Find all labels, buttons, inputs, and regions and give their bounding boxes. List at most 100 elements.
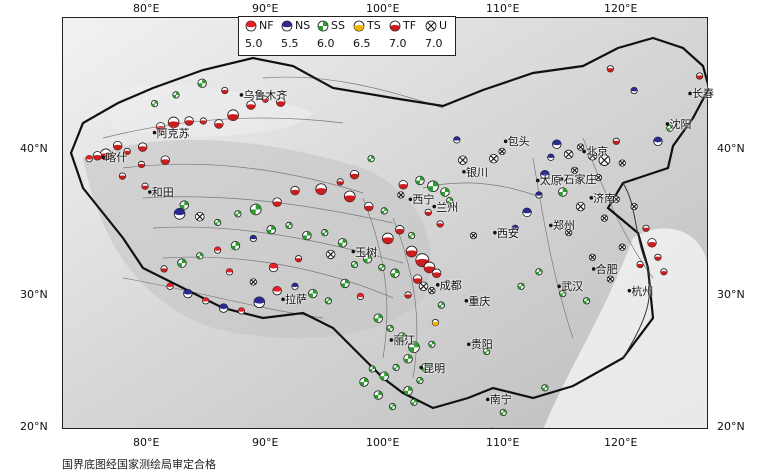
lat-tick-left: 40°N (20, 142, 48, 155)
legend-code-ss: SS (331, 19, 345, 32)
focal-mechanism-ss (234, 210, 242, 218)
city-dot (582, 149, 586, 154)
city-dot (485, 397, 490, 402)
focal-mechanism-ss (437, 301, 445, 309)
focal-mechanism-ss (285, 221, 293, 229)
focal-mechanism-ns (522, 207, 532, 218)
city-label: 乌鲁木齐 (243, 88, 288, 102)
legend-icon-ts (353, 20, 365, 32)
city-label: 包头 (507, 135, 530, 149)
legend-icon-tf (389, 20, 401, 32)
legend-magnitude-ts: 6.5 (353, 37, 371, 50)
focal-mechanism-ss (196, 252, 204, 260)
focal-mechanism-tf (412, 274, 423, 284)
lon-tick-top: 100°E (366, 2, 400, 15)
focal-mechanism-nf (225, 268, 234, 276)
city-dot (419, 365, 423, 370)
city-label: 拉萨 (285, 293, 308, 307)
focal-mechanism-u (606, 275, 614, 283)
focal-mechanism-tf (294, 255, 303, 263)
focal-mechanism-tf (137, 142, 148, 152)
lat-tick-right: 30°N (717, 288, 745, 301)
focal-mechanism-ss (379, 371, 389, 381)
city-label: 郑州 (552, 219, 575, 233)
focal-mechanism-ss (321, 229, 329, 237)
focal-mechanism-u (325, 249, 336, 260)
focal-mechanism-ss (150, 100, 159, 108)
focal-mechanism-tf (272, 197, 282, 207)
focal-mechanism-ss (378, 263, 386, 272)
focal-mechanism-ss (410, 398, 418, 406)
city-label: 合肥 (595, 262, 618, 276)
focal-mechanism-tf (155, 122, 166, 132)
focal-mechanism-ss (350, 260, 359, 269)
focal-mechanism-nf (166, 282, 174, 290)
city-label: 西宁 (412, 193, 435, 207)
lon-tick-bottom: 80°E (133, 436, 160, 449)
city-dot (665, 122, 670, 126)
focal-mechanism-ss (380, 207, 388, 215)
city-label: 武汉 (561, 280, 584, 294)
focal-mechanism-ss (541, 384, 549, 392)
focal-mechanism-ss (416, 376, 424, 385)
city-label: 喀什 (105, 151, 128, 165)
focal-mechanism-ss (340, 278, 350, 289)
focal-mechanism-tf (160, 265, 168, 273)
legend-magnitude-tf: 7.0 (389, 37, 407, 50)
focal-mechanism-ss (359, 377, 369, 387)
focal-mechanism-ss (499, 408, 507, 417)
city-dot (389, 338, 394, 342)
city-label: 济南 (593, 191, 616, 205)
focal-mechanism-tf (221, 86, 229, 95)
focal-mechanism-ss (214, 218, 222, 227)
focal-mechanism-ss (558, 187, 568, 197)
city-label: 太原 (539, 174, 562, 188)
lon-tick-top: 80°E (133, 2, 160, 15)
focal-mechanism-tf (141, 182, 149, 190)
city-label: 昆明 (423, 361, 446, 375)
focal-mechanism-ns (535, 191, 543, 199)
lat-tick-left: 30°N (20, 288, 48, 301)
lat-tick-right: 20°N (717, 420, 745, 433)
city-dot (462, 169, 466, 174)
lon-tick-bottom: 90°E (252, 436, 279, 449)
city-label: 重庆 (468, 294, 491, 308)
legend-icon-nf (245, 20, 257, 32)
focal-mechanism-u (469, 231, 478, 240)
focal-mechanism-nf (214, 246, 222, 254)
legend-code-ts: TS (367, 19, 381, 32)
focal-mechanism-ss (302, 230, 312, 241)
focal-mechanism-ns (249, 234, 257, 243)
city-label: 成都 (439, 278, 462, 292)
focal-mechanism-tf (184, 116, 194, 126)
city-dot (589, 196, 594, 200)
focal-mechanism-nf (85, 155, 93, 163)
focal-mechanism-ss (446, 197, 454, 205)
focal-mechanism-tf (647, 238, 657, 248)
focal-mechanism-u (630, 202, 638, 211)
focal-mechanism-ss (179, 200, 190, 210)
city-dot (464, 299, 469, 303)
focal-mechanism-ss (427, 180, 439, 193)
focal-mechanism-u (249, 278, 257, 286)
focal-mechanism-tf (382, 232, 394, 245)
focal-mechanism-ss (386, 324, 394, 332)
focal-mechanism-tf (423, 261, 436, 274)
focal-mechanism-ss (172, 91, 180, 99)
focal-mechanism-ns (253, 296, 266, 309)
focal-mechanism-nf (356, 292, 365, 301)
focal-mechanism-ns (552, 139, 562, 149)
focal-mechanism-nf (237, 307, 246, 315)
city-dot (549, 223, 553, 228)
lat-tick-right: 40°N (717, 142, 745, 155)
city-dot (688, 91, 692, 96)
focal-mechanism-tf (214, 119, 224, 129)
legend-code-tf: TF (403, 19, 417, 32)
focal-mechanism-tf (261, 95, 269, 103)
focal-mechanism-ss (266, 225, 276, 235)
focal-mechanism-tf (315, 183, 327, 195)
mechanism-legend: NF NS SS TS TF U 5.0 5.5 6.0 6.5 7.0 7.0 (238, 16, 456, 56)
focal-mechanism-ss (428, 340, 436, 348)
focal-mechanism-nf (268, 262, 279, 273)
focal-mechanism-ns (653, 136, 663, 147)
